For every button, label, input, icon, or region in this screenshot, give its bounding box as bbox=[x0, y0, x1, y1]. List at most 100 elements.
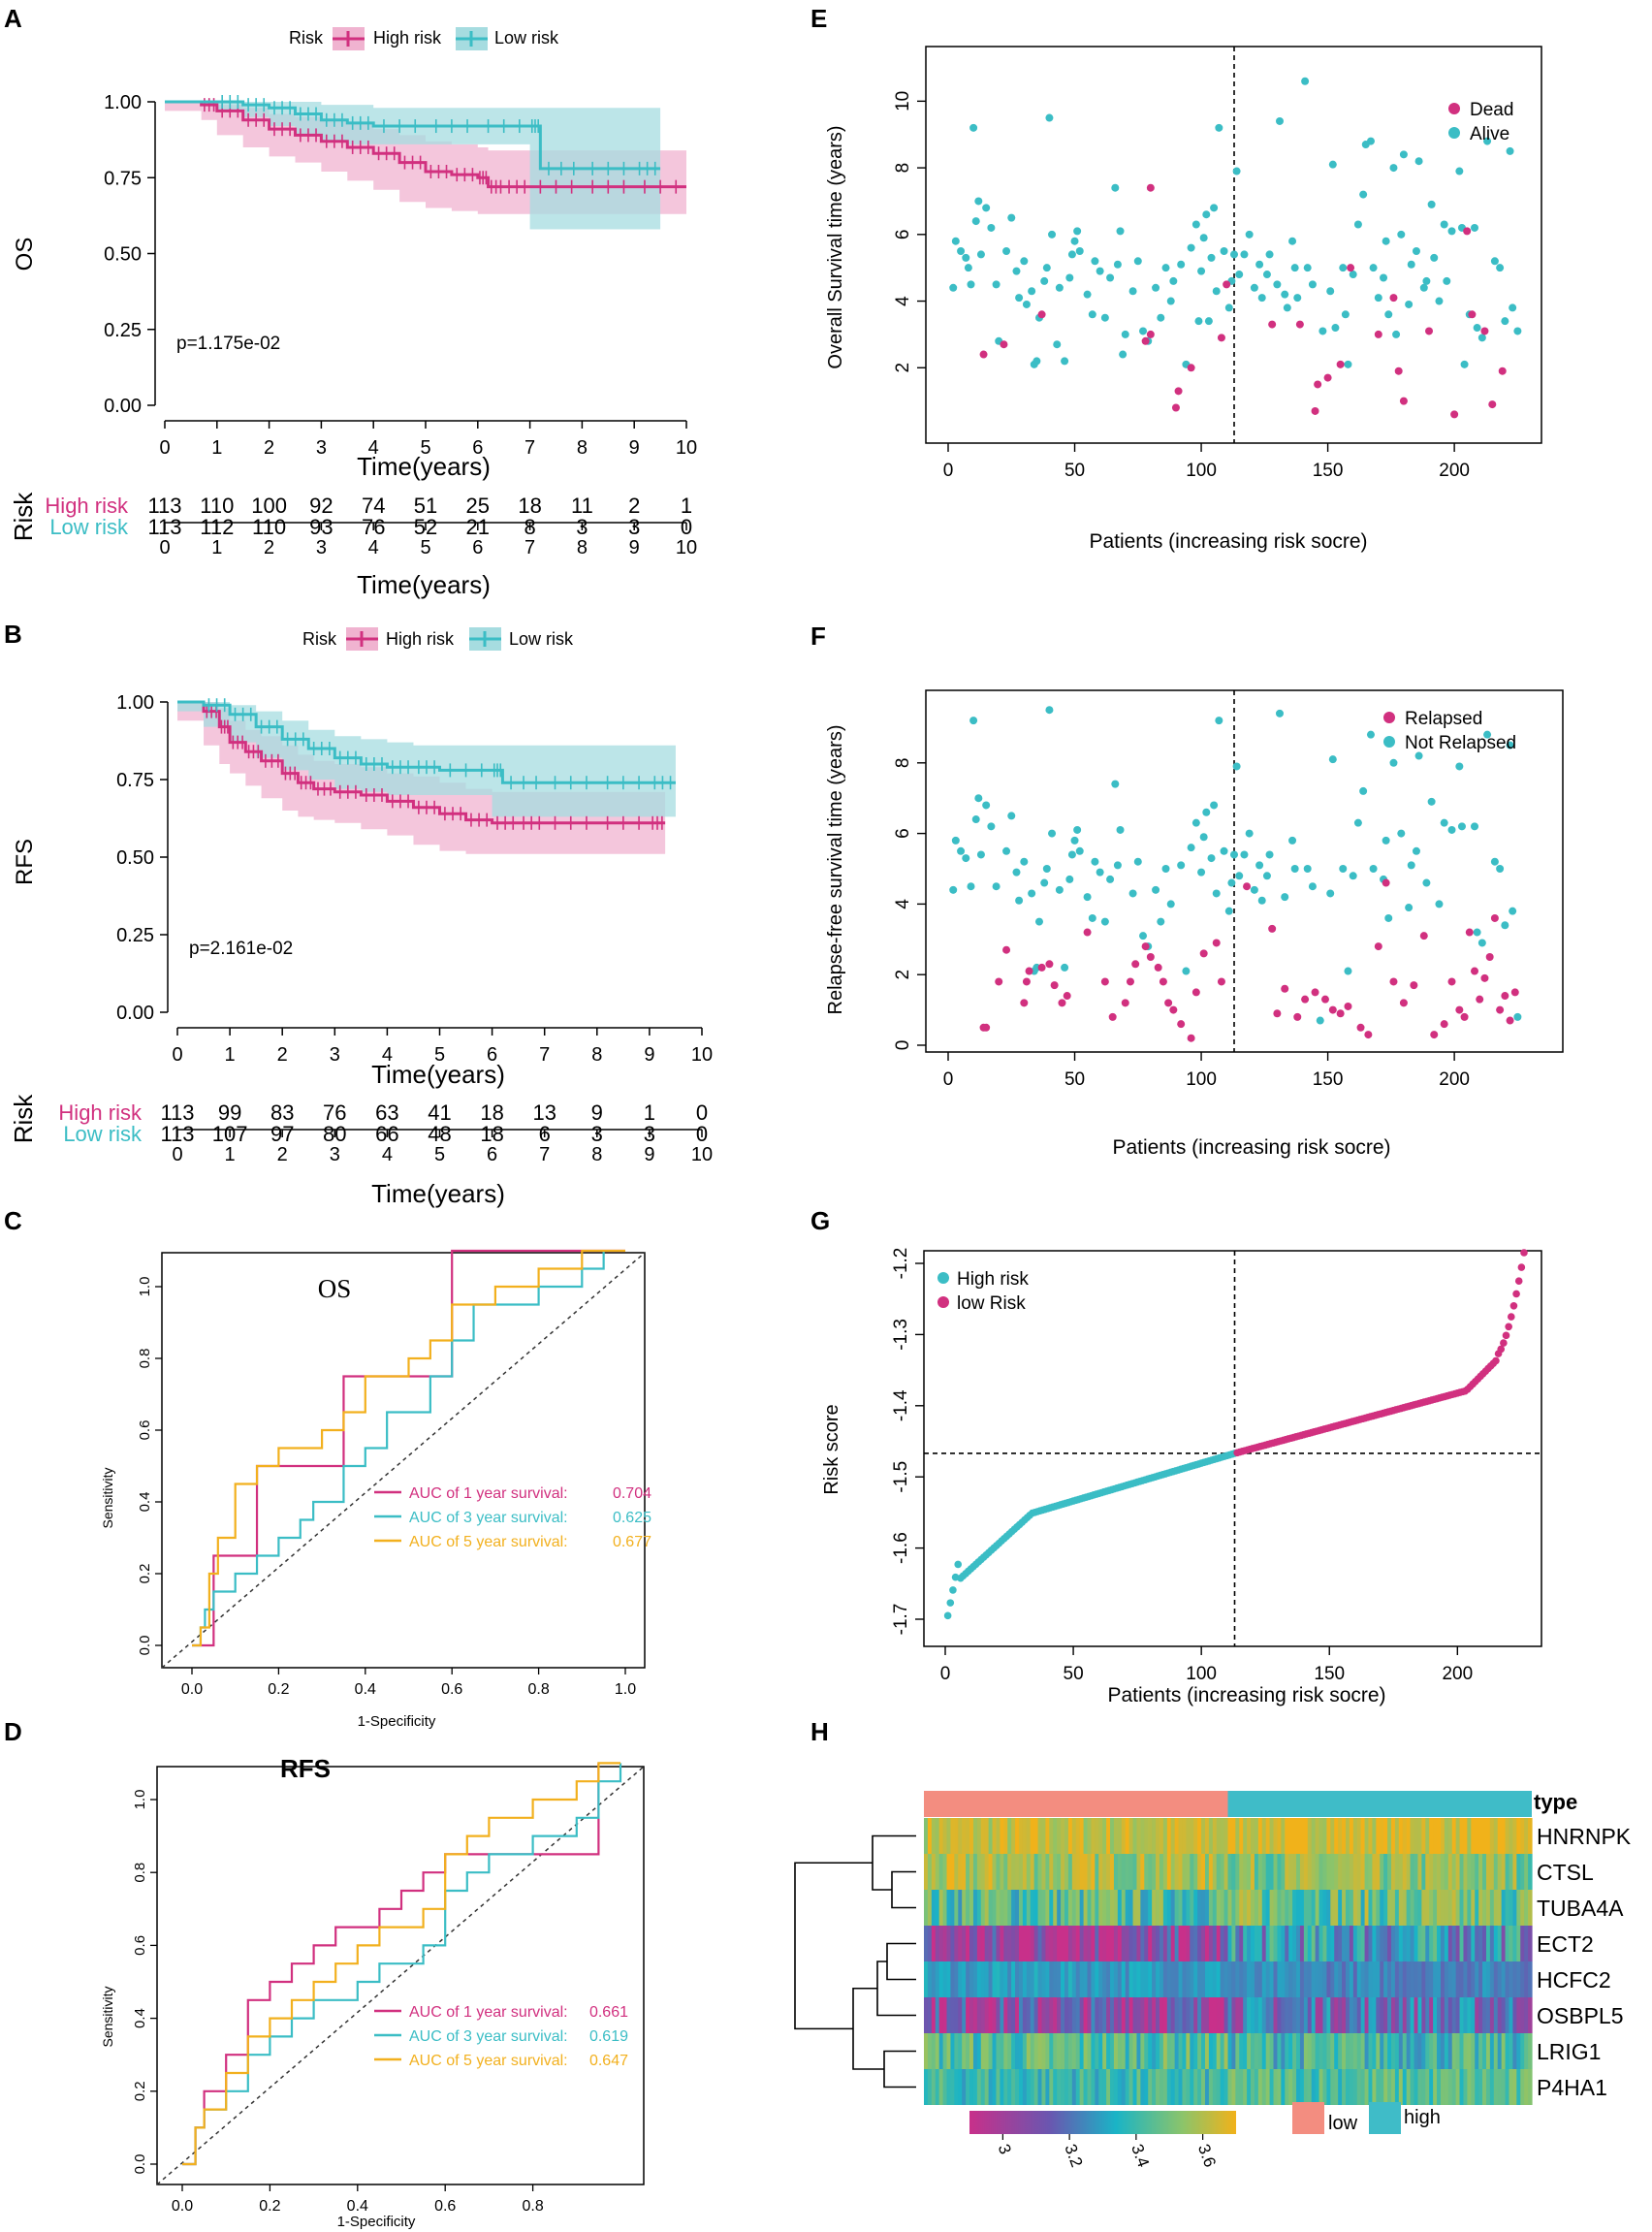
legend-auc: 0.625 bbox=[613, 1510, 651, 1526]
heatmap-cell bbox=[1125, 1890, 1130, 1926]
heatmap-cell bbox=[1433, 1961, 1438, 1997]
point-alive bbox=[1207, 253, 1216, 262]
point-alive bbox=[1392, 330, 1401, 338]
point-dead bbox=[1425, 327, 1434, 335]
panel-label-c: C bbox=[4, 1206, 22, 1235]
heatmap-cell bbox=[1011, 1961, 1016, 1997]
heatmap-cell bbox=[1041, 2069, 1046, 2105]
heatmap-cell bbox=[1356, 2033, 1362, 2069]
heatmap-cell bbox=[1159, 1818, 1164, 1854]
heatmap-cell bbox=[1152, 1818, 1157, 1854]
heatmap-cell bbox=[972, 1890, 978, 1926]
heatmap-cell bbox=[984, 1818, 990, 1854]
heatmap-cell bbox=[1265, 1890, 1271, 1926]
point-dead bbox=[982, 1023, 991, 1032]
risk-x-tick-label: 4 bbox=[368, 537, 379, 558]
km-curve-high bbox=[177, 700, 666, 825]
heatmap-cell bbox=[1356, 1926, 1362, 1961]
legend-marker-high bbox=[937, 1272, 949, 1284]
point-alive bbox=[1020, 857, 1029, 866]
heatmap-cell bbox=[1045, 1926, 1050, 1961]
heatmap-cell bbox=[1410, 2069, 1415, 2105]
heatmap-cell bbox=[1247, 1997, 1252, 2033]
heatmap-cell bbox=[1330, 1818, 1335, 1854]
heatmap-cell bbox=[1156, 1818, 1160, 1854]
point-alive bbox=[1455, 762, 1464, 771]
heatmap-cell bbox=[1212, 1890, 1218, 1926]
point-dead bbox=[1141, 336, 1150, 345]
heatmap-cell bbox=[1162, 1961, 1168, 1997]
point-alive bbox=[1412, 846, 1420, 855]
heatmap-cell bbox=[1372, 2033, 1377, 2069]
risk-count: 18 bbox=[518, 494, 541, 518]
risk-count: 1 bbox=[681, 494, 692, 518]
heatmap-cell bbox=[1414, 1997, 1419, 2033]
heatmap-cell bbox=[1156, 2033, 1160, 2069]
point-dead bbox=[1430, 1031, 1439, 1039]
heatmap-cell bbox=[1067, 1818, 1073, 1854]
heatmap-cell bbox=[1315, 1890, 1320, 1926]
heatmap-cell bbox=[1011, 1926, 1016, 1961]
point-alive bbox=[1374, 294, 1382, 303]
heatmap-cell bbox=[1391, 1961, 1396, 1997]
panel-label-e: E bbox=[810, 4, 827, 33]
heatmap-cell bbox=[1322, 1961, 1327, 1997]
point-alive bbox=[1513, 327, 1522, 335]
heatmap-cell bbox=[954, 2069, 959, 2105]
point-alive bbox=[1366, 137, 1375, 145]
heatmap-cell bbox=[1342, 1890, 1347, 1926]
heatmap-cell bbox=[1182, 1926, 1187, 1961]
heatmap-cell bbox=[1330, 1926, 1335, 1961]
x-tick-label: 2 bbox=[277, 1044, 288, 1066]
heatmap-cell bbox=[1296, 1818, 1301, 1854]
heatmap-cell bbox=[1003, 1997, 1008, 2033]
heatmap-cell bbox=[1140, 2033, 1145, 2069]
heatmap-cell bbox=[1117, 1926, 1123, 1961]
heatmap-cell bbox=[1273, 1997, 1279, 2033]
heatmap-cell bbox=[1406, 1818, 1412, 1854]
heatmap-cell bbox=[1265, 1961, 1271, 1997]
heatmap-cell bbox=[927, 1961, 933, 1997]
roc-curve-2 bbox=[182, 1763, 622, 2166]
point-dead bbox=[1488, 400, 1497, 409]
roc-title: OS bbox=[318, 1274, 352, 1303]
x-tick-label: 150 bbox=[1313, 1069, 1344, 1090]
heatmap-cell bbox=[1148, 1818, 1153, 1854]
heatmap-cell bbox=[958, 1890, 963, 1926]
heatmap-cell bbox=[1372, 1997, 1377, 2033]
heatmap-cell bbox=[1447, 1961, 1453, 1997]
heatmap-cell bbox=[1387, 1818, 1392, 1854]
legend-label-high: High risk bbox=[373, 28, 442, 48]
heatmap-cell bbox=[1421, 2069, 1426, 2105]
point-alive bbox=[1290, 865, 1299, 873]
heatmap-cell bbox=[1117, 1818, 1123, 1854]
heatmap-cell bbox=[1437, 2033, 1442, 2069]
heatmap-cell bbox=[1334, 1926, 1339, 1961]
heatmap-cell bbox=[1451, 1961, 1457, 1997]
point-alive bbox=[1344, 360, 1352, 368]
heatmap-cell bbox=[1091, 1961, 1096, 1997]
heatmap-cell bbox=[1528, 1997, 1533, 2033]
heatmap-cell bbox=[1197, 1818, 1202, 1854]
heatmap-cell bbox=[1201, 2069, 1206, 2105]
heatmap-cell bbox=[1493, 2069, 1499, 2105]
heatmap-cell bbox=[1421, 2033, 1426, 2069]
point-dead bbox=[1485, 953, 1494, 961]
heatmap-cell bbox=[1178, 1818, 1184, 1854]
y-tick-label: 0.00 bbox=[116, 1003, 154, 1024]
heatmap-cell bbox=[1512, 2069, 1517, 2105]
heatmap-cell bbox=[996, 1854, 1001, 1890]
heatmap-cell bbox=[1414, 1926, 1419, 1961]
y-tick-label: 1.00 bbox=[116, 692, 154, 714]
heatmap-cell bbox=[1079, 2033, 1085, 2069]
heatmap-cell bbox=[1501, 1926, 1507, 1961]
risk-count: 51 bbox=[414, 494, 437, 518]
legend-label-low: Low risk bbox=[509, 629, 574, 649]
heatmap-cell bbox=[1299, 1890, 1305, 1926]
heatmap-cell bbox=[931, 1961, 937, 1997]
point-dead bbox=[1100, 977, 1109, 986]
gene-label: TUBA4A bbox=[1537, 1896, 1624, 1921]
x-axis-label: Time(years) bbox=[357, 452, 491, 481]
heatmap-cell bbox=[1197, 2033, 1202, 2069]
